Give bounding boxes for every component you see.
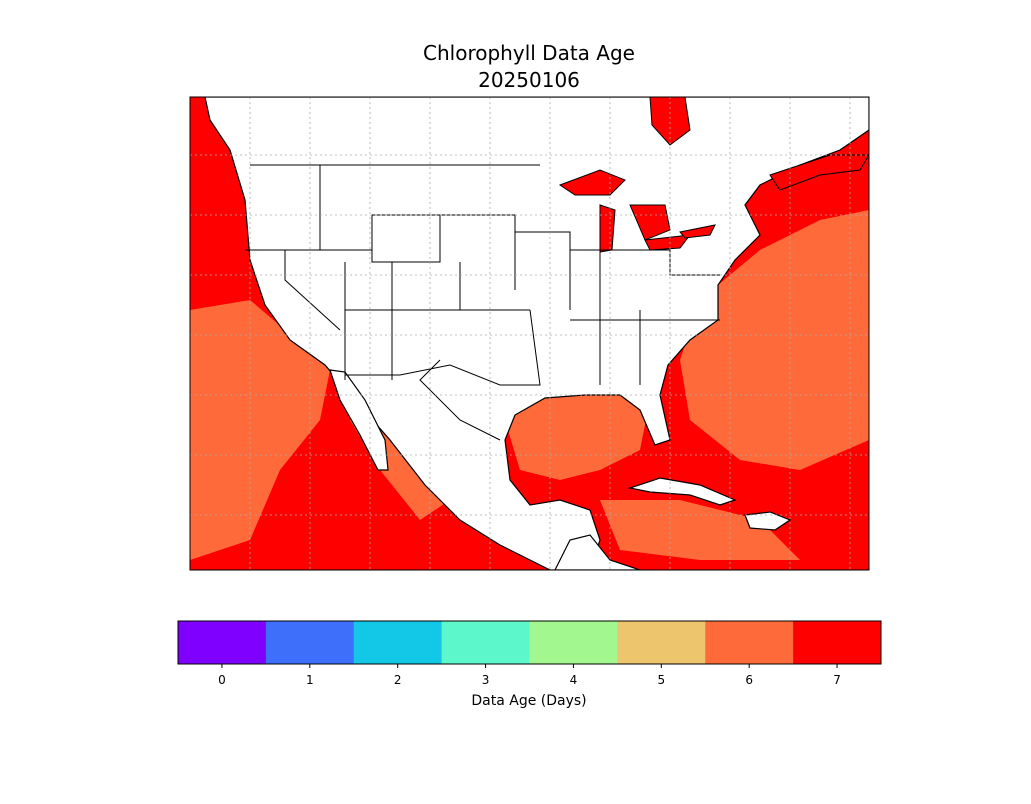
colorbar-segment [441, 621, 530, 664]
colorbar-tick-label: 0 [218, 673, 226, 687]
colorbar-segment [353, 621, 443, 664]
colorbar-tick-label: 5 [657, 673, 665, 687]
colorbar-segment [793, 621, 882, 664]
colorbar: 0 1 2 3 4 5 6 7 [178, 621, 882, 687]
grid [190, 97, 869, 570]
map-frame [189, 96, 870, 571]
map-title: Chlorophyll Data Age [423, 41, 635, 65]
colorbar-segment [617, 621, 706, 664]
map [189, 96, 870, 571]
colorbar-tick-label: 4 [570, 673, 578, 687]
colorbar-tick-label: 6 [745, 673, 753, 687]
colorbar-tick-label: 3 [482, 673, 490, 687]
colorbar-label: Data Age (Days) [471, 693, 586, 709]
colorbar-segment [178, 621, 267, 664]
colorbar-segment [705, 621, 794, 664]
colorbar-frame [177, 620, 882, 665]
map-date: 20250106 [478, 68, 580, 92]
colorbar-tick-label: 1 [306, 673, 314, 687]
colorbar-segment [529, 621, 618, 664]
colorbar-segment [265, 621, 355, 664]
colorbar-tick-label: 2 [394, 673, 402, 687]
colorbar-tick-label: 7 [833, 673, 841, 687]
